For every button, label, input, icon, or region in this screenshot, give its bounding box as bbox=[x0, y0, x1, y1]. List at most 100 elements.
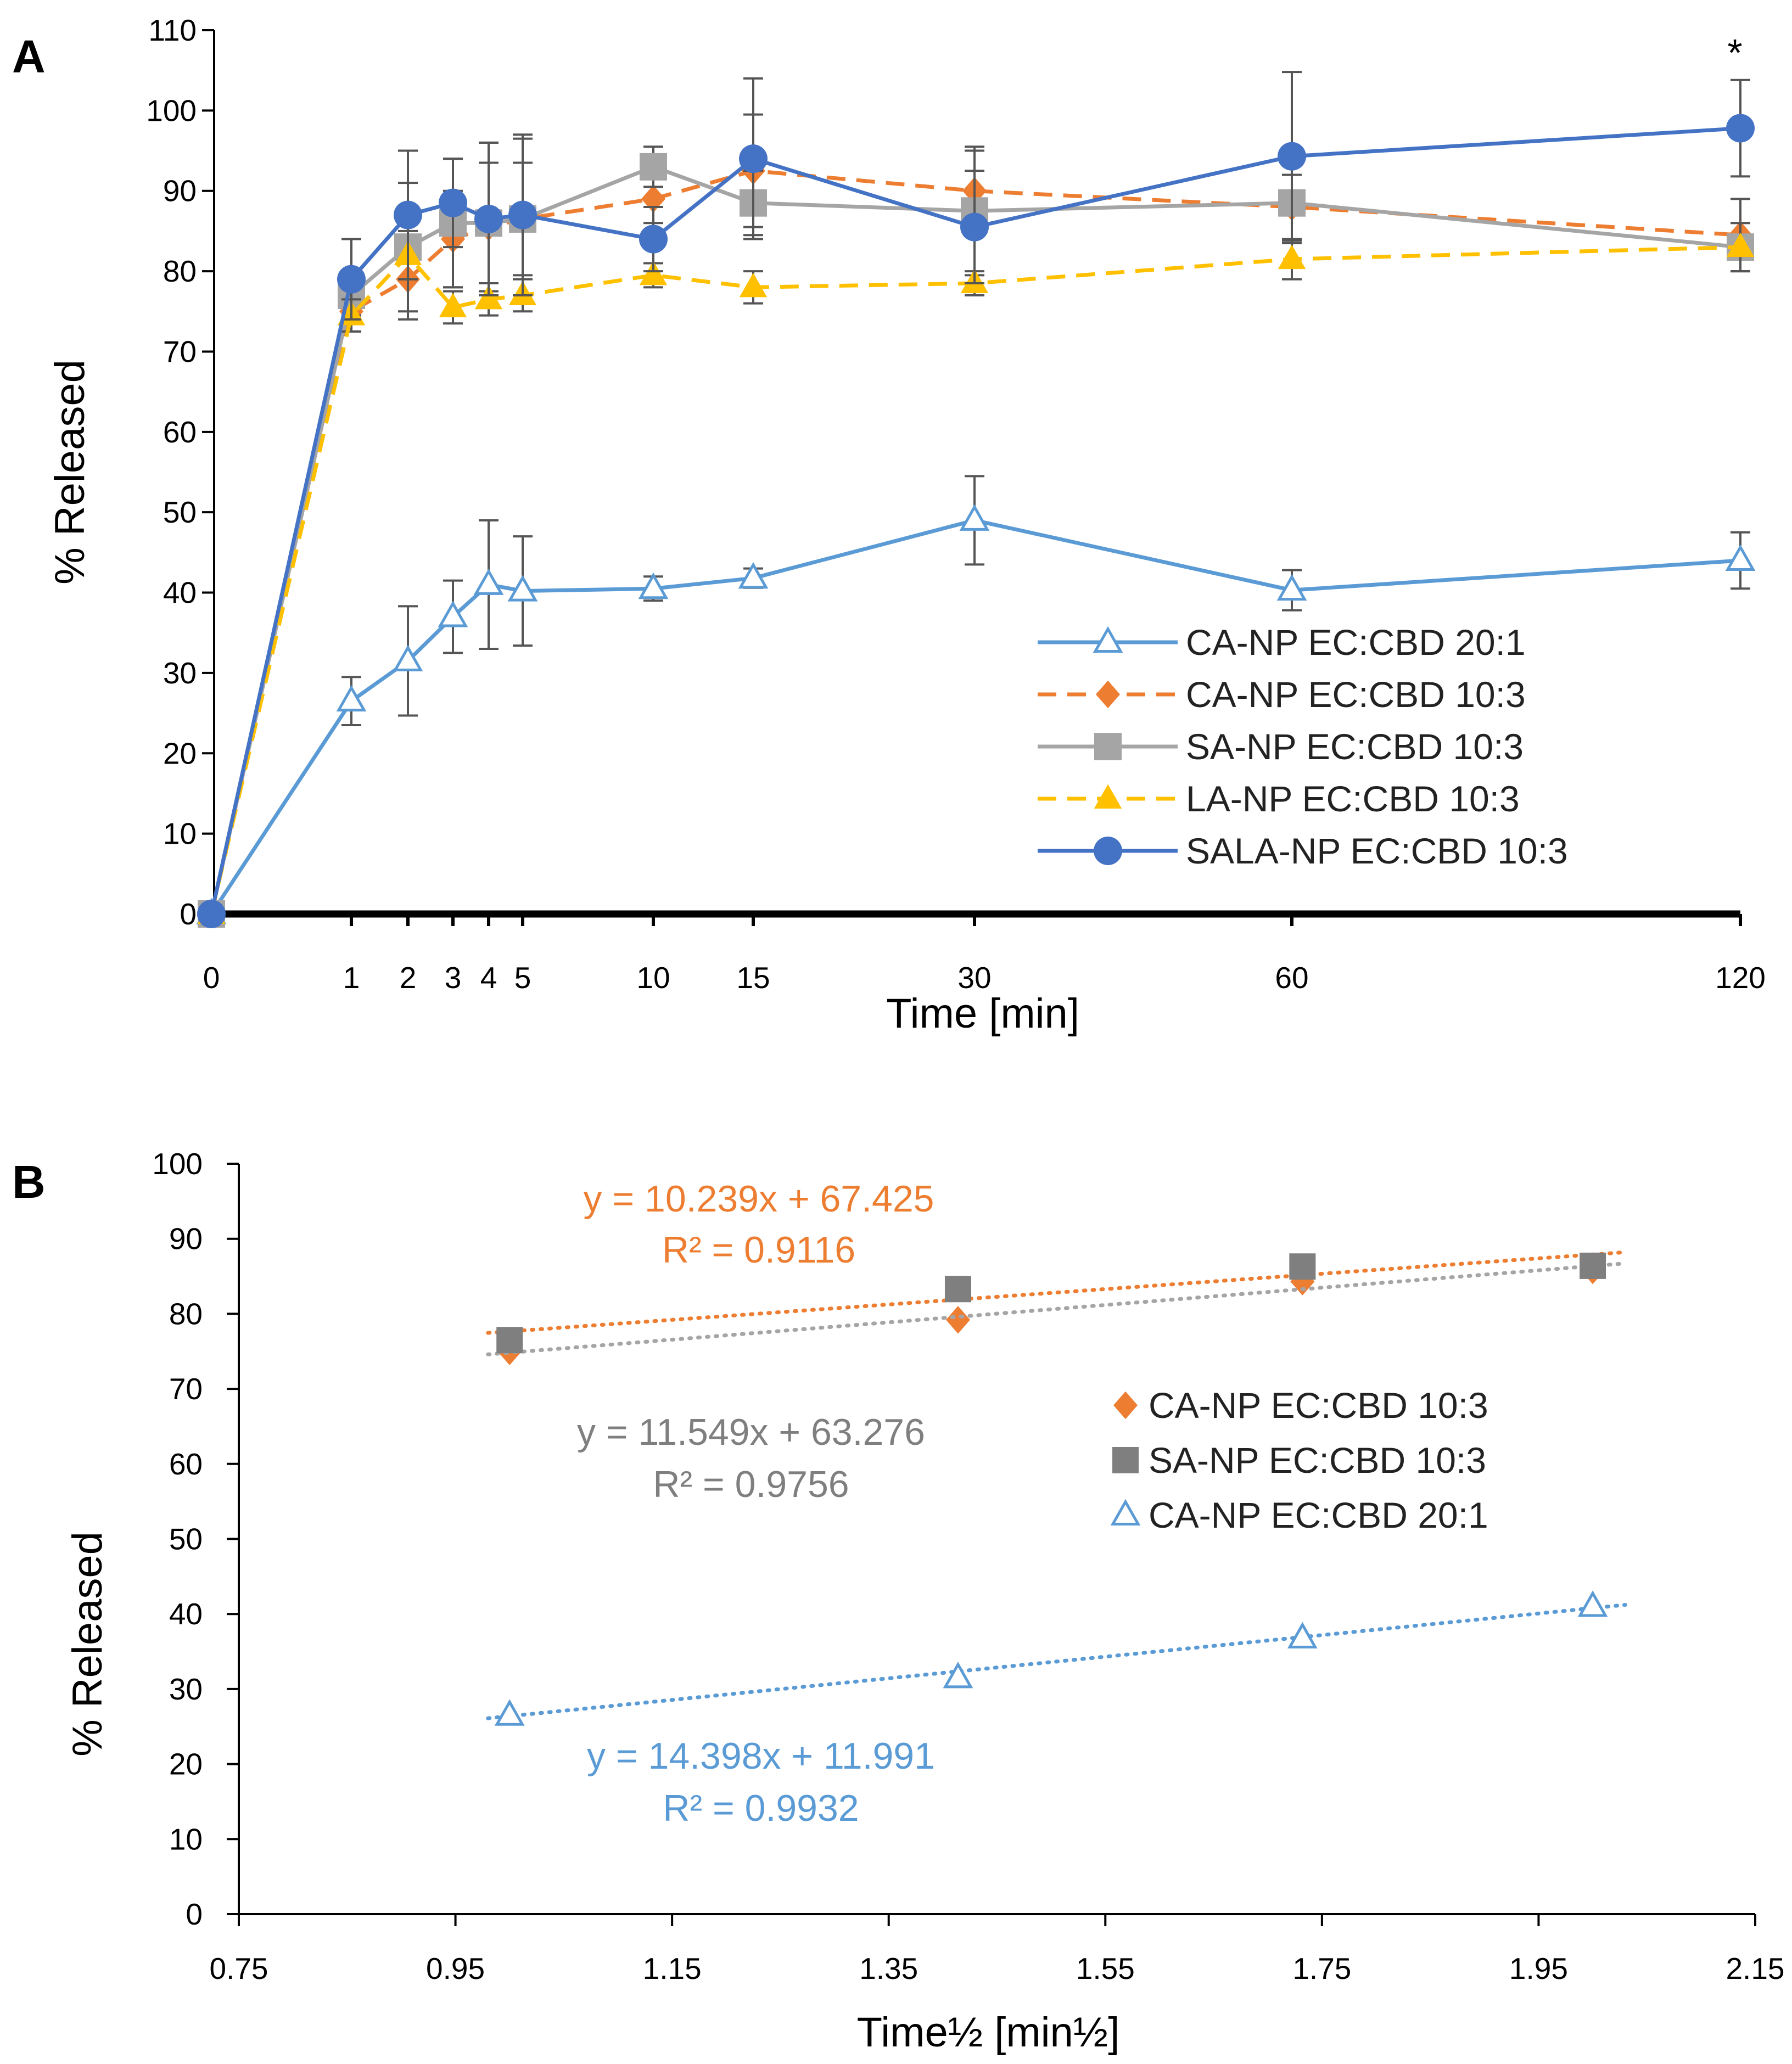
data-point bbox=[507, 575, 538, 602]
trendline bbox=[486, 1603, 1627, 1720]
significance-star: * bbox=[1727, 31, 1742, 74]
y-tick-label-b: 0 bbox=[186, 1897, 203, 1931]
y-tick-label-a: 60 bbox=[163, 415, 197, 449]
chart-b: B 0 10 20 30 40 50 60 70 80 90 100 0.75 0.95 1.15 1.35 1… bbox=[12, 1147, 1785, 2056]
legend-marker bbox=[1110, 1499, 1141, 1525]
data-point bbox=[1580, 1252, 1606, 1279]
y-tick-label-b: 80 bbox=[169, 1297, 203, 1331]
y-axis-title-a: % Released bbox=[47, 360, 93, 585]
trend-r-squared: R² = 0.9756 bbox=[653, 1463, 849, 1505]
legend-label: CA-NP EC:CBD 10:3 bbox=[1149, 1385, 1488, 1426]
legend-label: LA-NP EC:CBD 10:3 bbox=[1186, 778, 1520, 819]
trend-r-squared: R² = 0.9932 bbox=[663, 1787, 859, 1829]
legend-label: SALA-NP EC:CBD 10:3 bbox=[1186, 831, 1568, 871]
x-tick-label-a: 60 bbox=[1275, 961, 1308, 995]
legend-marker bbox=[1094, 733, 1122, 760]
data-point bbox=[1577, 1590, 1608, 1617]
data-point bbox=[473, 568, 504, 595]
x-tick-label-a: 2 bbox=[400, 961, 417, 995]
data-point bbox=[336, 685, 367, 712]
data-point bbox=[337, 265, 366, 294]
data-point bbox=[1726, 232, 1755, 257]
legend-marker bbox=[1094, 837, 1122, 865]
data-point bbox=[439, 188, 467, 217]
trendline bbox=[486, 1261, 1627, 1356]
data-point bbox=[393, 644, 423, 671]
y-tick-label-b: 20 bbox=[169, 1747, 203, 1781]
data-point bbox=[944, 1276, 971, 1303]
legend-b: CA-NP EC:CBD 10:3 SA-NP EC:CBD 10:3 CA-NP … bbox=[1110, 1385, 1488, 1535]
y-tick-label-b: 100 bbox=[152, 1147, 203, 1181]
data-point bbox=[474, 284, 503, 310]
x-tick-label-b: 1.35 bbox=[859, 1951, 918, 1986]
data-point bbox=[1287, 1622, 1318, 1648]
x-tick-label-a: 0 bbox=[203, 961, 220, 995]
y-axis-title-b: % Released bbox=[64, 1532, 111, 1757]
y-tick-label-a: 90 bbox=[163, 174, 197, 208]
chart-a: A 0 10 20 30 40 50 60 70 80 90 100 110 0 1 2 3 4 5 10 15 30 60… bbox=[12, 13, 1766, 1037]
x-tick-label-a: 1 bbox=[343, 961, 360, 995]
data-point bbox=[496, 1327, 523, 1354]
legend-label: SA-NP EC:CBD 10:3 bbox=[1186, 726, 1524, 767]
x-tick-label-a: 3 bbox=[445, 961, 462, 995]
series-b-1 bbox=[486, 1252, 1627, 1356]
x-tick-label-a: 30 bbox=[957, 961, 991, 995]
data-point bbox=[739, 144, 768, 173]
data-point bbox=[508, 200, 537, 229]
data-point bbox=[1278, 142, 1306, 171]
y-tick-label-a: 110 bbox=[148, 13, 197, 47]
y-tick-label-a: 80 bbox=[163, 254, 197, 288]
y-tick-label-b: 50 bbox=[169, 1522, 203, 1556]
series-b-2 bbox=[486, 1590, 1627, 1726]
legend-marker bbox=[1113, 1391, 1138, 1420]
trend-equation: y = 14.398x + 11.991 bbox=[587, 1735, 935, 1777]
y-tick-label-a: 100 bbox=[146, 93, 197, 127]
x-tick-label-a: 15 bbox=[736, 961, 770, 995]
x-tick-label-b: 1.15 bbox=[643, 1951, 702, 1986]
y-tick-label-a: 40 bbox=[163, 576, 197, 610]
trend-equation: y = 10.239x + 67.425 bbox=[584, 1178, 934, 1220]
data-point bbox=[197, 900, 226, 928]
y-tick-label-a: 30 bbox=[163, 656, 197, 690]
x-tick-label-b: 1.55 bbox=[1076, 1951, 1135, 1986]
data-point bbox=[960, 212, 989, 242]
legend-label: CA-NP EC:CBD 20:1 bbox=[1186, 622, 1526, 663]
data-point bbox=[494, 1699, 525, 1726]
data-point bbox=[1289, 1253, 1316, 1280]
data-point bbox=[1725, 544, 1756, 571]
legend-marker bbox=[1093, 626, 1123, 653]
data-point bbox=[639, 225, 668, 254]
data-point bbox=[438, 601, 468, 627]
data-point bbox=[639, 261, 668, 285]
data-point bbox=[738, 562, 769, 589]
x-axis-title-a: Time [min] bbox=[886, 990, 1079, 1037]
legend-label: CA-NP EC:CBD 20:1 bbox=[1149, 1495, 1488, 1535]
data-point bbox=[1726, 114, 1755, 143]
data-point bbox=[474, 204, 503, 233]
data-point bbox=[638, 572, 669, 599]
data-point bbox=[959, 504, 990, 531]
y-tick-label-b: 10 bbox=[169, 1822, 203, 1856]
data-point bbox=[640, 153, 667, 181]
y-tick-label-b: 60 bbox=[169, 1447, 203, 1481]
x-tick-label-b: 2.15 bbox=[1726, 1951, 1784, 1986]
panel-label-a: A bbox=[12, 31, 46, 82]
legend-marker bbox=[1096, 680, 1120, 709]
x-axis-title-b: Time½ [min½] bbox=[857, 2009, 1120, 2056]
x-tick-label-a: 120 bbox=[1715, 961, 1766, 995]
x-tick-label-b: 1.75 bbox=[1292, 1951, 1351, 1986]
x-tick-label-b: 0.95 bbox=[426, 1951, 485, 1986]
data-point bbox=[945, 1306, 970, 1334]
series-a-4 bbox=[197, 71, 1755, 928]
x-tick-label-b: 0.75 bbox=[209, 1951, 268, 1986]
legend-marker bbox=[1094, 784, 1122, 809]
data-point bbox=[1278, 244, 1306, 270]
data-point bbox=[1276, 574, 1307, 601]
y-tick-label-b: 70 bbox=[169, 1372, 203, 1406]
data-point bbox=[439, 293, 467, 317]
y-tick-label-a: 70 bbox=[163, 334, 197, 368]
legend-marker bbox=[1112, 1447, 1139, 1473]
x-tick-label-a: 5 bbox=[514, 961, 531, 995]
trend-r-squared: R² = 0.9116 bbox=[662, 1229, 855, 1271]
